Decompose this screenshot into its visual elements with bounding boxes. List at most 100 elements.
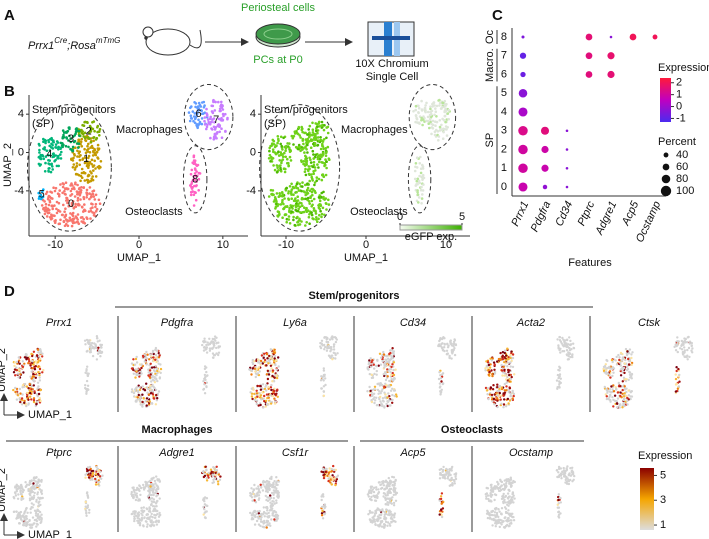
legend-dot [662,163,670,171]
umap-point [58,222,62,225]
umap-point [384,371,387,374]
umap-point [683,346,686,349]
umap-point [390,373,393,377]
umap-point [394,393,398,396]
umap-point [417,121,421,124]
dot [518,163,528,173]
umap-point [448,470,451,473]
umap-point [258,513,261,517]
umap-point [324,377,327,380]
y-tick-label: 4 [250,108,256,120]
umap-point [251,512,254,515]
umap-point [387,369,390,373]
umap-point [17,493,20,496]
umap-point [88,465,92,469]
dot [585,71,593,78]
umap-point [36,381,40,384]
umap-point [611,388,614,391]
umap-point [615,406,619,409]
umap-point [621,371,624,374]
umap-point [189,114,193,117]
umap-point [222,114,225,118]
umap-point [306,196,310,200]
feature-title: Pdgfra [161,317,193,329]
umap-point [328,474,331,478]
umap-point [370,491,373,495]
umap-point [416,189,419,192]
umap-point [274,358,278,362]
umap-point [215,346,218,350]
umap-point [37,501,40,505]
umap-point [99,166,102,169]
umap-point [440,123,443,127]
umap-point [372,392,376,395]
umap-point [324,202,328,205]
umap-point [62,183,65,186]
umap-point [504,511,508,515]
umap-point [569,355,572,359]
umap-point [449,340,452,343]
axis-label: UMAP_1 [28,529,72,539]
umap-point [88,160,92,164]
umap-point [152,356,155,359]
umap-point [322,367,325,370]
umap-point [567,355,570,358]
umap-point [443,343,446,346]
umap-point [58,210,62,213]
umap-point [274,363,277,367]
umap-point [71,200,75,203]
umap-point [318,199,322,203]
umap-point [32,503,35,506]
umap-point [23,382,27,386]
umap-point [271,380,274,383]
umap-point [149,519,152,523]
umap-point [314,134,317,138]
umap-point [607,397,610,400]
umap-point [486,516,490,520]
cluster-label: 2 [86,125,92,137]
umap-point [24,353,28,356]
umap-point [382,373,385,376]
umap-point [439,511,442,515]
umap-point [322,195,325,199]
umap-point [288,209,291,212]
umap-point [427,122,431,125]
umap-point [315,216,318,219]
umap-point [327,157,331,160]
umap-point [312,157,316,160]
umap-point [304,183,307,187]
umap-point [288,155,292,159]
umap-point [324,154,328,157]
umap-point [85,512,88,515]
umap-point [253,360,256,363]
umap-point [191,110,195,113]
umap-point [54,219,57,222]
umap-point [61,142,64,145]
umap-point [492,361,496,364]
umap-point [572,478,575,481]
umap-point [265,524,268,527]
umap-point [76,142,79,145]
umap-point [74,132,77,135]
genotype: Prrx1Cre;RosamTmG [28,36,120,52]
umap-point [604,393,607,396]
umap-point [319,209,322,213]
umap-point [130,390,134,394]
umap-point [203,123,207,126]
umap-point [192,193,196,197]
umap-point [276,388,279,391]
umap-point [64,214,67,217]
umap-point [690,341,693,345]
umap-point [259,388,263,391]
umap-point [627,357,630,361]
umap-point [42,140,45,143]
umap-point [70,224,74,228]
umap-point [425,119,428,123]
umap-point [273,480,276,483]
umap-point [628,371,632,374]
umap-point [146,508,149,511]
umap-point [197,172,201,175]
umap-point [72,156,75,160]
umap-point [368,497,372,501]
umap-point [140,518,144,521]
